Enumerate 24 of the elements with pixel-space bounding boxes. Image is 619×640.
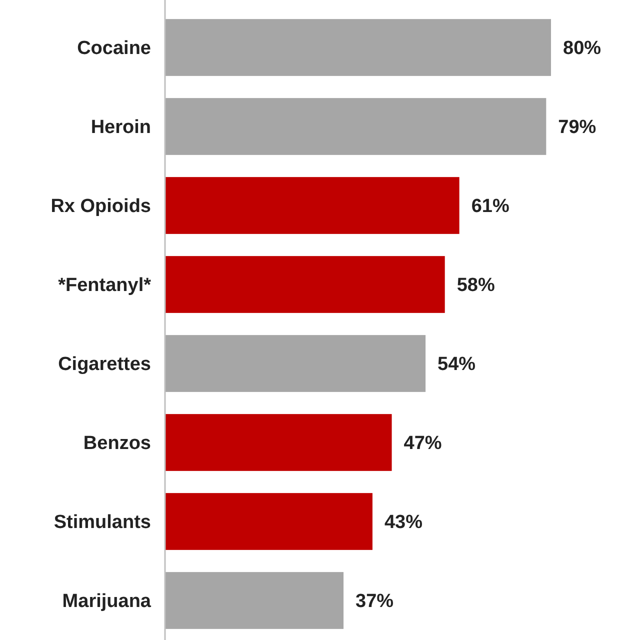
data-label: 79% xyxy=(558,117,596,138)
data-label: 54% xyxy=(438,354,476,376)
bar xyxy=(165,414,392,471)
y-tick-label: Benzos xyxy=(83,433,151,454)
bar xyxy=(165,572,344,629)
bar xyxy=(165,335,426,392)
data-label: 43% xyxy=(384,512,423,534)
y-tick-label: Cocaine xyxy=(77,38,151,60)
y-tick-label: Stimulants xyxy=(54,512,151,534)
y-tick-label: *Fentanyl* xyxy=(58,275,152,296)
bar xyxy=(165,98,546,155)
y-tick-label: Cigarettes xyxy=(58,354,151,376)
bar xyxy=(165,493,372,550)
data-label: 58% xyxy=(456,275,495,296)
bar xyxy=(165,256,445,313)
data-label: 61% xyxy=(471,196,510,218)
data-label: 80% xyxy=(563,38,602,60)
bar xyxy=(165,177,460,234)
y-tick-label: Heroin xyxy=(90,117,151,138)
bar xyxy=(165,19,551,76)
y-tick-label: Rx Opioids xyxy=(50,196,151,218)
y-tick-label: Marijuana xyxy=(62,591,152,612)
data-label: 37% xyxy=(356,591,394,612)
data-label: 47% xyxy=(404,433,442,454)
